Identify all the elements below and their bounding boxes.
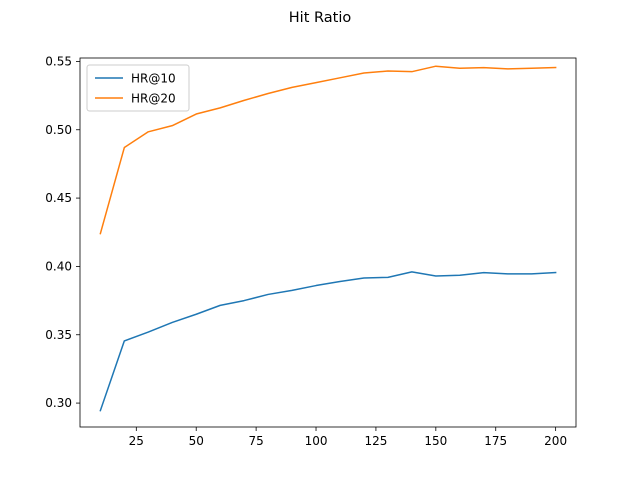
x-tick-label: 75: [248, 434, 263, 448]
y-tick-label: 0.40: [45, 259, 72, 273]
legend: [86, 64, 190, 112]
y-tick-label: 0.45: [45, 191, 72, 205]
y-tick-label: 0.55: [45, 54, 72, 68]
axes-frame: [79, 57, 577, 428]
x-tick-label: 100: [305, 434, 328, 448]
x-tick-label: 125: [364, 434, 387, 448]
chart-title: Hit Ratio: [289, 10, 352, 26]
series-line-2: [99, 65, 557, 235]
legend-label-2: HR@20: [131, 92, 176, 106]
y-tick-label: 0.35: [45, 328, 72, 342]
x-tick-label: 200: [544, 434, 567, 448]
legend-label-1: HR@10: [131, 72, 176, 86]
x-tick-label: 150: [424, 434, 447, 448]
y-tick-label: 0.30: [45, 396, 72, 410]
y-tick-label: 0.50: [45, 123, 72, 137]
x-tick-label: 50: [189, 434, 204, 448]
plot-area: 25 50 75 100 125 150 175 200 0.30 0.35 0.40 0.45 0.5…: [45, 54, 577, 448]
x-tick-label: 175: [484, 434, 507, 448]
series-line-1: [99, 271, 557, 412]
x-tick-label: 25: [129, 434, 144, 448]
